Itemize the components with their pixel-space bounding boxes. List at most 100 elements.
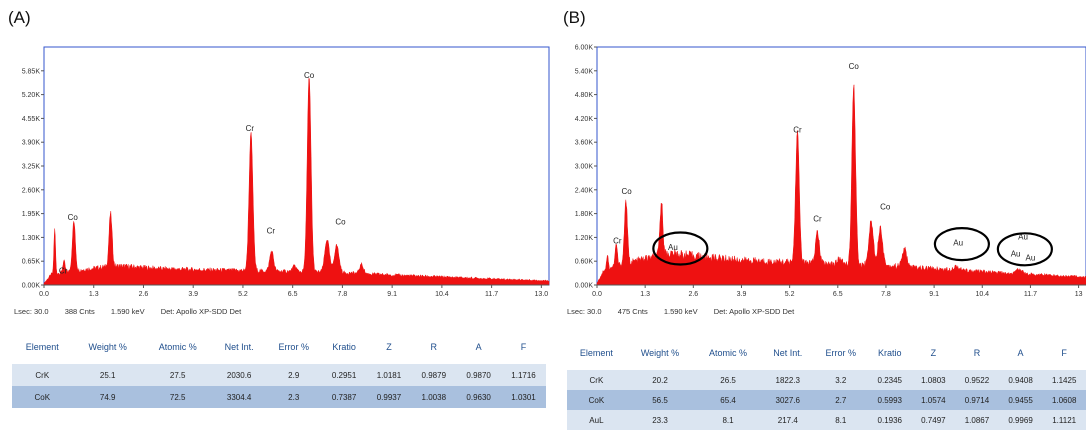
x-tick-label: 7.8	[881, 291, 891, 298]
column-header: R	[973, 348, 981, 358]
table-cell: CrK	[567, 370, 626, 390]
table-cell: 1.0574	[911, 390, 956, 410]
table-cell: 23.3	[625, 410, 695, 430]
x-tick-label: 0.0	[39, 291, 49, 298]
column-header: Element	[579, 348, 613, 358]
status-kev: 1.590 keV	[663, 307, 698, 316]
table-cell: 0.7497	[911, 410, 956, 430]
peak-label: Co	[304, 71, 315, 80]
peak-label: Cr	[267, 227, 276, 236]
x-tick-label: 1.3	[89, 291, 99, 298]
y-tick-label: 5.20K	[22, 92, 41, 99]
highlight-ellipse	[996, 232, 1053, 267]
table-row: CoK 74.9 72.5 3304.4 2.3 0.7387 0.9937 1.0038 0.…	[12, 386, 546, 408]
table-cell: 1.0608	[1042, 390, 1086, 410]
table-cell: 27.5	[142, 364, 213, 386]
y-tick-label: 5.40K	[575, 68, 594, 75]
x-tick-label: 13.0	[535, 291, 549, 298]
x-tick-label: 3.9	[737, 291, 747, 298]
column-header: A	[1017, 348, 1024, 358]
table-cell: 56.5	[625, 390, 695, 410]
table-cell: 0.9870	[456, 364, 502, 386]
y-tick-label: 5.85K	[22, 68, 41, 75]
peak-label: Cr	[59, 266, 68, 275]
table-cell: 0.9455	[998, 390, 1043, 410]
table-cell: 0.7387	[321, 386, 367, 408]
highlight-ellipse	[933, 227, 990, 262]
table-cell: 0.2951	[321, 364, 367, 386]
y-tick-label: 1.20K	[575, 235, 594, 242]
column-header: Element	[25, 342, 59, 352]
highlight-ellipse	[652, 231, 709, 266]
y-tick-label: 3.90K	[22, 140, 41, 147]
table-cell: 0.9969	[998, 410, 1043, 430]
quant-table-a: Element Weight % Atomic % Net Int. Error % Kr…	[12, 335, 546, 408]
table-cell: 1.1121	[1042, 410, 1086, 430]
table-row: AuL 23.3 8.1 217.4 8.1 0.1936 0.7497 1.0867 0.99…	[567, 410, 1086, 430]
peak-label: Co	[880, 203, 891, 212]
status-detector: Det: Apollo XP-SDD Det	[713, 307, 795, 316]
table-cell: 3027.6	[761, 390, 814, 410]
x-tick-label: 11.7	[485, 291, 498, 298]
peak-label: Au	[953, 238, 963, 247]
column-header: Atomic %	[709, 348, 748, 358]
table-cell: 0.9879	[411, 364, 457, 386]
y-tick-label: 1.95K	[22, 211, 41, 218]
table-cell: 0.1936	[867, 410, 912, 430]
panel-label: (B)	[563, 8, 586, 27]
table-cell: CoK	[567, 390, 626, 410]
y-tick-label: 3.25K	[22, 164, 41, 171]
peak-label: Co	[622, 187, 633, 196]
table-cell: 20.2	[625, 370, 695, 390]
table-cell: 0.9630	[456, 386, 502, 408]
x-tick-label: 9.1	[387, 291, 397, 298]
column-header: Kratio	[878, 348, 902, 358]
table-cell: 217.4	[761, 410, 814, 430]
table-cell: 1.0867	[955, 410, 999, 430]
status-bar: Lsec: 30.0 475 Cnts 1.590 keV Det: Apoll…	[567, 307, 808, 316]
table-cell: 26.5	[694, 370, 762, 390]
table-cell: 0.9937	[366, 386, 412, 408]
x-tick-label: 5.2	[785, 291, 795, 298]
peak-label: Co	[68, 213, 79, 222]
x-tick-label: 3.9	[188, 291, 198, 298]
table-cell: 0.9714	[955, 390, 999, 410]
table-cell: 3.2	[813, 370, 868, 390]
column-header: Net Int.	[224, 342, 254, 352]
spectrum-area	[43, 78, 550, 286]
peak-label: Au	[1011, 249, 1021, 258]
y-tick-label: 0.00K	[575, 283, 594, 290]
y-tick-label: 4.20K	[575, 116, 594, 123]
column-header: R	[430, 342, 438, 352]
y-tick-label: 4.55K	[22, 116, 41, 123]
panel-b: (B) 0.00K 0.60K 1.20K 1.80K 2.40K 3.00K 3.60K 4…	[553, 0, 1086, 432]
x-tick-label: 10.4	[975, 291, 989, 298]
spectrum-area	[596, 84, 1086, 286]
x-tick-label: 2.6	[139, 291, 149, 298]
table-cell: CoK	[12, 386, 73, 408]
table-cell: 3304.4	[212, 386, 266, 408]
peak-label: Co	[849, 62, 860, 71]
table-cell: 72.5	[142, 386, 213, 408]
y-tick-label: 1.30K	[22, 235, 41, 242]
peak-label: Cr	[246, 124, 255, 133]
table-cell: 65.4	[694, 390, 762, 410]
x-tick-label: 0.0	[592, 291, 602, 298]
table-cell: 2030.6	[212, 364, 266, 386]
table-cell: 2.9	[265, 364, 322, 386]
plot-frame	[596, 46, 1086, 286]
column-header: Kratio	[332, 342, 356, 352]
x-tick-label: 10.4	[435, 291, 449, 298]
panel-a: (A) 0.00K 0.65K 1.30K 1.95K 2.60K 3.25K 3.90K 4…	[8, 8, 550, 408]
status-bar: Lsec: 30.0 388 Cnts 1.590 keV Det: Apoll…	[14, 307, 255, 316]
x-tick-label: 9.1	[929, 291, 939, 298]
table-row: CrK 20.2 26.5 1822.3 3.2 0.2345 1.0803 0.9522 0.…	[567, 370, 1086, 390]
table-cell: 1.0038	[411, 386, 457, 408]
y-tick-label: 1.80K	[575, 211, 594, 218]
status-lsec: Lsec: 30.0	[14, 307, 49, 316]
peak-label: Cr	[613, 236, 622, 245]
table-cell: 1.0301	[501, 386, 546, 408]
table-cell: 74.9	[72, 386, 143, 408]
table-cell: CrK	[12, 364, 73, 386]
table-cell: 1.0181	[366, 364, 412, 386]
